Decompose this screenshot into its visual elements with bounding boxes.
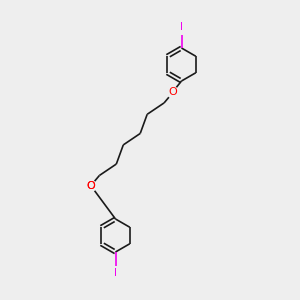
Text: O: O — [87, 181, 95, 191]
Text: O: O — [87, 181, 95, 191]
Text: I: I — [180, 22, 183, 32]
Text: O: O — [168, 87, 177, 98]
Text: I: I — [114, 268, 117, 278]
